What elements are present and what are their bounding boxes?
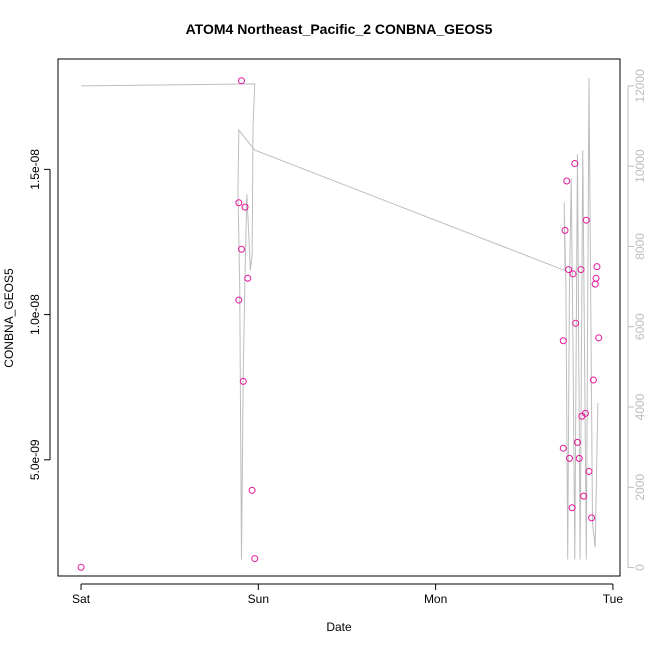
y-axis-label: CONBNA_GEOS5 [2,268,16,368]
data-point-22 [577,266,585,274]
data-point-25 [581,409,589,417]
data-point-5 [239,377,247,385]
y2-tick-label-5: 10000 [633,149,647,183]
plot-area [57,58,621,577]
data-point-18 [571,160,579,168]
data-point-4 [237,245,245,253]
data-point-15 [565,454,573,462]
data-point-20 [573,438,581,446]
data-point-30 [591,280,599,288]
data-point-12 [561,226,569,234]
data-point-29 [589,376,597,384]
y-tick-label-1: 1.0e-08 [28,294,42,335]
y2-tick-label-6: 12000 [633,69,647,103]
data-point-10 [559,337,567,345]
data-point-8 [248,486,256,494]
data-point-32 [593,263,601,271]
data-point-27 [585,467,593,475]
data-point-3 [237,77,245,85]
x-tick-label-2: Mon [424,592,447,606]
y2-tick-label-2: 4000 [633,393,647,420]
x-axis-label: Date [326,620,352,634]
y2-tick-label-0: 0 [633,564,647,571]
y-axis-left: 5.0e-09 1.0e-08 1.5e-08 [28,149,51,480]
y2-tick-label-1: 2000 [633,474,647,501]
data-point-14 [565,266,573,274]
data-point-1 [235,296,243,304]
data-point-16 [568,504,576,512]
data-points-layer [77,77,603,571]
chart-title: ATOM4 Northeast_Pacific_2 CONBNA_GEOS5 [186,21,493,37]
data-point-7 [244,274,252,282]
data-point-28 [588,514,596,522]
altitude-line [81,77,599,560]
data-point-11 [559,444,567,452]
x-tick-label-1: Sun [248,592,269,606]
y-tick-label-2: 1.5e-08 [28,149,42,190]
altitude-line-layer [81,77,599,560]
x-tick-label-3: Tue [603,592,624,606]
data-point-31 [592,274,600,282]
data-point-13 [563,177,571,185]
data-point-9 [251,555,259,563]
data-point-33 [595,334,603,342]
y-axis-right: 0 2000 4000 6000 8000 10000 12000 [627,69,647,571]
data-point-6 [241,203,249,211]
data-point-24 [580,492,588,500]
data-point-0 [77,563,85,571]
data-point-26 [582,216,590,224]
data-point-2 [235,199,243,207]
data-point-17 [569,270,577,278]
data-point-21 [575,454,583,462]
x-axis: Sat Sun Mon Tue [72,583,624,606]
data-point-19 [572,319,580,327]
y-tick-label-0: 5.0e-09 [28,439,42,480]
x-tick-label-0: Sat [72,592,91,606]
y2-tick-label-4: 8000 [633,233,647,260]
y2-tick-label-3: 6000 [633,313,647,340]
